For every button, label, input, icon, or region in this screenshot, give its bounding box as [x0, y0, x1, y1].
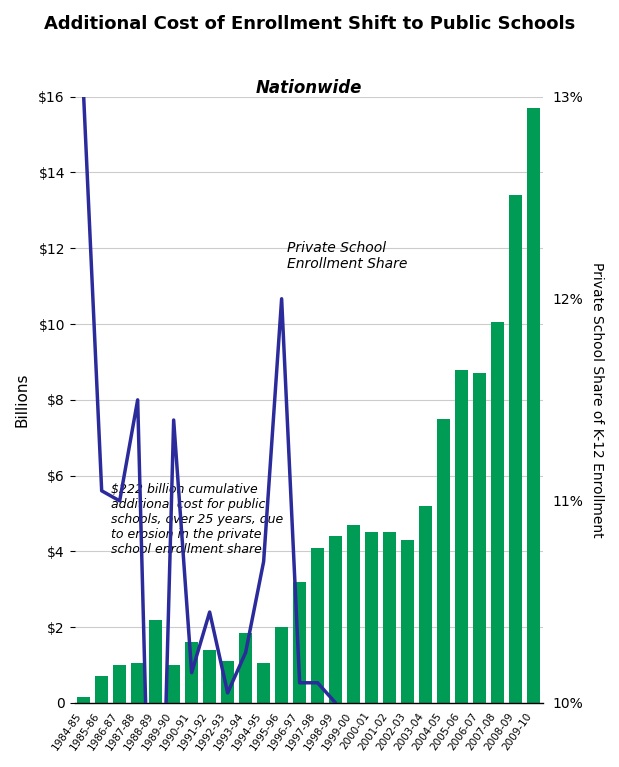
Bar [293, 581, 306, 703]
Bar [77, 697, 90, 703]
Bar [383, 532, 396, 703]
Bar [456, 370, 468, 703]
Bar [222, 661, 234, 703]
Bar [419, 506, 432, 703]
Bar [311, 548, 324, 703]
Bar [365, 532, 378, 703]
Bar [258, 663, 270, 703]
Bar [167, 665, 180, 703]
Bar [527, 108, 540, 703]
Bar [329, 536, 342, 703]
Bar [509, 196, 522, 703]
Bar [131, 663, 144, 703]
Text: Additional Cost of Enrollment Shift to Public Schools: Additional Cost of Enrollment Shift to P… [44, 15, 575, 33]
Bar [275, 627, 288, 703]
Text: Private School
Enrollment Share: Private School Enrollment Share [287, 241, 407, 271]
Bar [491, 322, 504, 703]
Text: $222 billion cumulative
additional cost for public
schools, over 25 years, due
t: $222 billion cumulative additional cost … [111, 483, 283, 556]
Bar [149, 620, 162, 703]
Bar [347, 525, 360, 703]
Y-axis label: Private School Share of K-12 Enrollment: Private School Share of K-12 Enrollment [590, 262, 604, 538]
Bar [474, 374, 486, 703]
Bar [204, 650, 216, 703]
Bar [95, 676, 108, 703]
Bar [437, 419, 450, 703]
Bar [401, 540, 414, 703]
Bar [240, 633, 252, 703]
Y-axis label: Billions: Billions [15, 373, 30, 427]
Bar [113, 665, 126, 703]
Title: Nationwide: Nationwide [256, 79, 362, 97]
Bar [185, 642, 198, 703]
